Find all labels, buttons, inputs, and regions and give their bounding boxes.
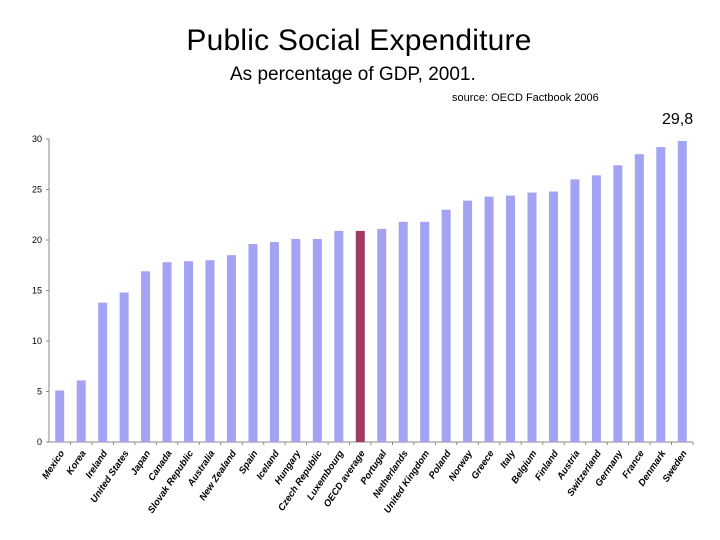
y-tick-label: 10 — [32, 336, 42, 346]
bar-united-kingdom — [420, 221, 430, 442]
bar-japan — [141, 271, 151, 442]
y-tick-label: 25 — [32, 185, 42, 195]
bar-spain — [248, 244, 258, 442]
y-tick-label: 30 — [32, 134, 42, 144]
bar-mexico — [55, 390, 65, 442]
chart-source: source: OECD Factbook 2006 — [452, 92, 599, 104]
bar-austria — [570, 179, 580, 442]
bar-italy — [506, 195, 516, 442]
bar-norway — [463, 200, 473, 442]
bar-united-states — [119, 292, 129, 442]
bar-iceland — [269, 242, 279, 442]
chart-subtitle: As percentage of GDP, 2001. — [230, 64, 476, 85]
bar-oecd-average — [355, 230, 365, 442]
bar-belgium — [527, 192, 537, 442]
chart-title: Public Social Expenditure — [186, 24, 532, 57]
bar-canada — [162, 262, 172, 442]
y-tick-label: 0 — [37, 437, 42, 447]
bar-korea — [76, 380, 86, 442]
y-tick-label: 15 — [32, 286, 42, 296]
bar-switzerland — [591, 175, 601, 443]
y-tick-label: 20 — [32, 235, 42, 245]
bar-greece — [484, 196, 494, 442]
bar-luxembourg — [334, 230, 344, 442]
y-axis-ticks: 0 5 10 15 20 25 30 — [32, 134, 49, 447]
bar-australia — [205, 260, 215, 442]
bar-poland — [441, 209, 451, 442]
x-tick-label: Greece — [469, 448, 497, 481]
bar-new-zealand — [226, 255, 236, 442]
x-tick-label: Italy — [498, 448, 518, 471]
bar-france — [634, 154, 644, 442]
bar-finland — [548, 191, 558, 442]
y-tick-label: 5 — [37, 387, 42, 397]
bar-slovak-republic — [184, 261, 194, 442]
bar-sweden — [677, 141, 687, 442]
bar-portugal — [377, 228, 387, 442]
bar-denmark — [656, 147, 666, 442]
bar-ireland — [98, 302, 108, 442]
bar-czech-republic — [312, 238, 322, 442]
bar-netherlands — [398, 221, 408, 442]
max-value-annotation: 29,8 — [662, 111, 694, 128]
x-tick-label: Mexico — [40, 448, 67, 481]
bar-germany — [613, 165, 623, 442]
bar-hungary — [291, 238, 301, 442]
bars — [55, 141, 687, 443]
